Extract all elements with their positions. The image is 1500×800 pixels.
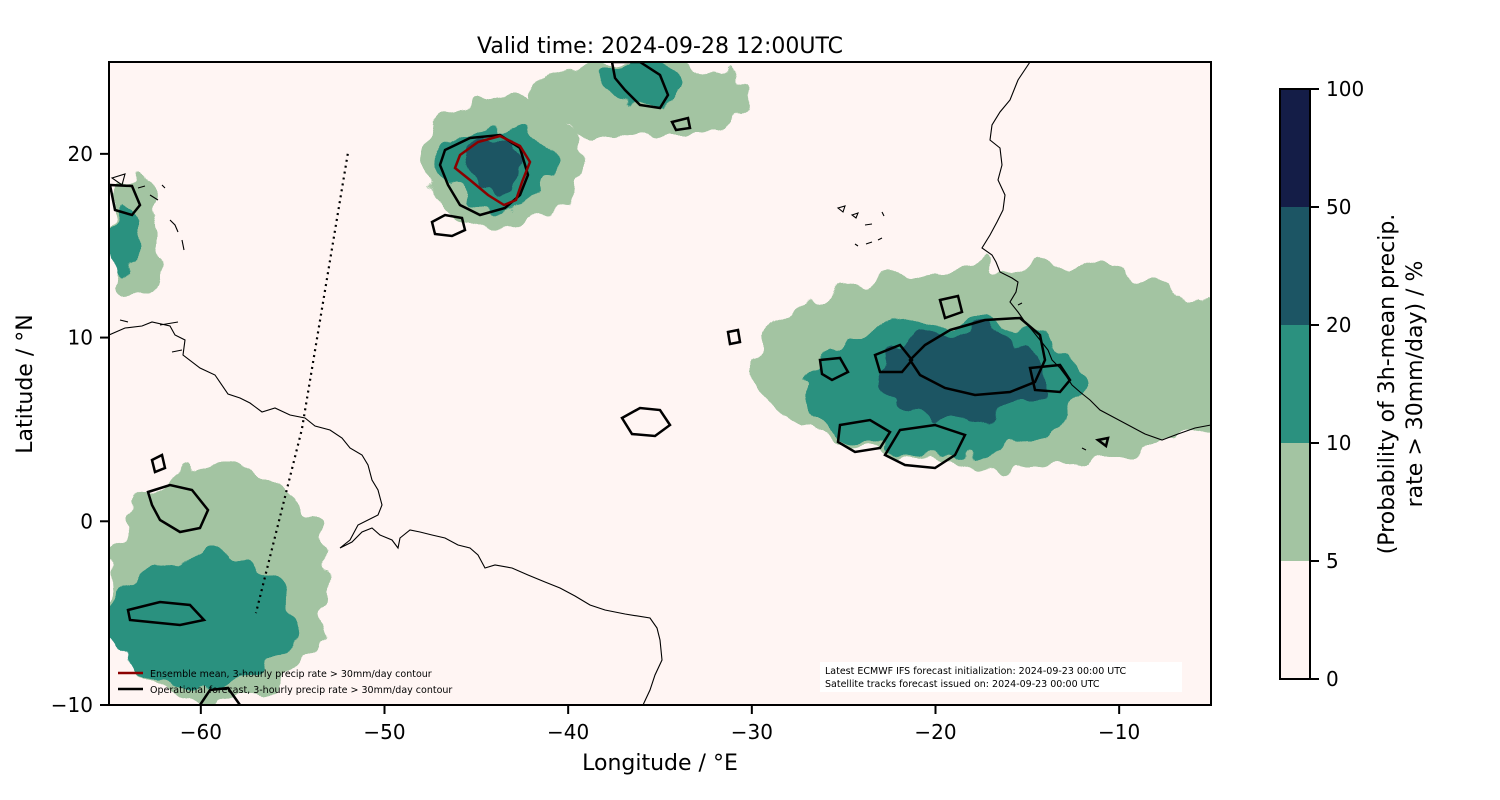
operational-contour — [873, 343, 914, 374]
operational-contour — [620, 406, 672, 438]
operational-contour — [818, 356, 850, 382]
x-axis-label: Longitude / °E — [582, 751, 738, 776]
x-tick-label: −20 — [914, 720, 956, 744]
colorbar-tick-label: 0 — [1326, 667, 1339, 691]
operational-contour — [836, 418, 892, 454]
operational-contour — [670, 116, 692, 132]
x-axis: −60 −50 −40 −30 −20 −10 — [180, 705, 1140, 744]
probability-region-caribbean-system — [109, 208, 137, 283]
colorbar-label-line1: (Probability of 3h-mean precip. — [1375, 214, 1400, 555]
legend-ensemble-label: Ensemble mean, 3-hourly precip rate > 30… — [150, 669, 432, 680]
x-tick-label: −10 — [1098, 720, 1140, 744]
operational-contour — [908, 316, 1047, 397]
probability-region-west-africa-system — [880, 328, 1046, 421]
colorbar-tick-label: 5 — [1326, 549, 1339, 573]
coastline-islands — [110, 173, 1087, 451]
y-axis-label: Latitude / °N — [13, 314, 38, 453]
ensemble-mean-contours — [453, 134, 532, 207]
y-tick-label: 10 — [68, 326, 93, 350]
probability-region-north-east-system — [604, 62, 679, 108]
operational-contour — [1095, 436, 1110, 449]
colorbar-tick-label: 50 — [1326, 195, 1351, 219]
operational-contour — [726, 328, 742, 346]
y-tick-label: 0 — [80, 509, 93, 533]
operational-contour — [610, 62, 670, 110]
operational-contour — [198, 686, 242, 705]
forecast-info-background — [820, 662, 1182, 692]
colorbar-tick-label: 100 — [1326, 77, 1364, 101]
operational-contour — [109, 183, 142, 217]
probability-region-south-america-system — [109, 558, 293, 687]
coastline-africa — [981, 62, 1211, 441]
chart-title: Valid time: 2024-09-28 12:00UTC — [477, 34, 843, 59]
x-tick-label: −40 — [547, 720, 589, 744]
x-tick-label: −50 — [363, 720, 405, 744]
colorbar-band — [1280, 561, 1310, 679]
operational-contour — [1028, 363, 1072, 394]
x-tick-label: −60 — [180, 720, 222, 744]
operational-contour — [430, 213, 467, 238]
forecast-info-box: Latest ECMWF IFS forecast initialization… — [820, 662, 1182, 692]
y-tick-label: 20 — [68, 142, 93, 166]
y-axis: −10 0 10 20 — [51, 142, 109, 717]
colorbar-label-line2: rate > 30mm/day) / % — [1403, 261, 1428, 508]
operational-contour — [883, 423, 967, 470]
operational-contour — [938, 294, 964, 320]
operational-contour — [126, 600, 207, 627]
colorbar-band — [1280, 89, 1310, 207]
coastlines — [109, 62, 1211, 705]
colorbar-band — [1280, 207, 1310, 325]
satellite-track-issue-text: Satellite tracks forecast issued on: 202… — [825, 679, 1100, 690]
legend-operational-label: Operational forecast, 3-hourly precip ra… — [150, 685, 452, 696]
operational-contour — [150, 453, 167, 474]
colorbar-tick-label: 10 — [1326, 431, 1351, 455]
plot-frame — [108, 61, 1212, 706]
coastline-south-america — [109, 321, 663, 705]
colorbar: 0 5 10 20 50 100 — [1279, 77, 1364, 691]
operational-contour — [146, 483, 210, 534]
colorbar-frame — [1279, 88, 1311, 680]
x-tick-label: −30 — [731, 720, 773, 744]
ensemble-mean-contour — [453, 134, 532, 207]
operational-contours — [109, 62, 1110, 705]
forecast-initialization-text: Latest ECMWF IFS forecast initialization… — [825, 666, 1126, 677]
probability-region-north-system — [467, 135, 523, 191]
y-tick-label: −10 — [51, 693, 93, 717]
colorbar-tick-label: 20 — [1326, 313, 1351, 337]
legend: Ensemble mean, 3-hourly precip rate > 30… — [118, 669, 452, 696]
colorbar-band — [1280, 443, 1310, 561]
colorbar-band — [1280, 325, 1310, 443]
